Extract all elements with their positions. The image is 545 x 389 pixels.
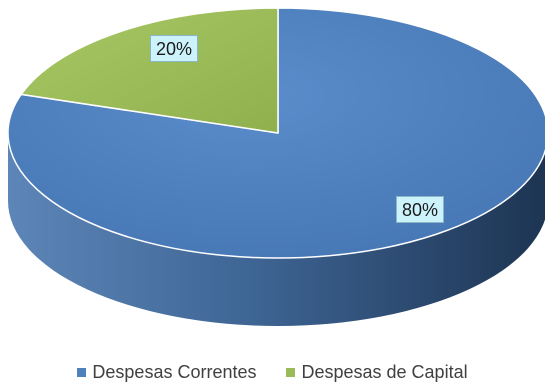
pie-side-wall — [8, 133, 545, 326]
legend-label: Despesas de Capital — [301, 362, 468, 382]
pie-slice-despesas-de-capital — [20, 7, 279, 134]
pie-slices — [7, 7, 545, 259]
data-label-despesas-correntes: 80% — [396, 196, 445, 223]
pie-side-walls — [8, 133, 545, 326]
data-label-despesas-de-capital: 20% — [150, 35, 199, 62]
legend-item-despesas-de-capital: Despesas de Capital — [286, 362, 468, 383]
legend-swatch-blue — [77, 368, 87, 377]
legend: Despesas Correntes Despesas de Capital — [0, 362, 545, 383]
legend-item-despesas-correntes: Despesas Correntes — [77, 362, 256, 383]
legend-label: Despesas Correntes — [92, 362, 257, 382]
legend-swatch-green — [286, 368, 296, 377]
